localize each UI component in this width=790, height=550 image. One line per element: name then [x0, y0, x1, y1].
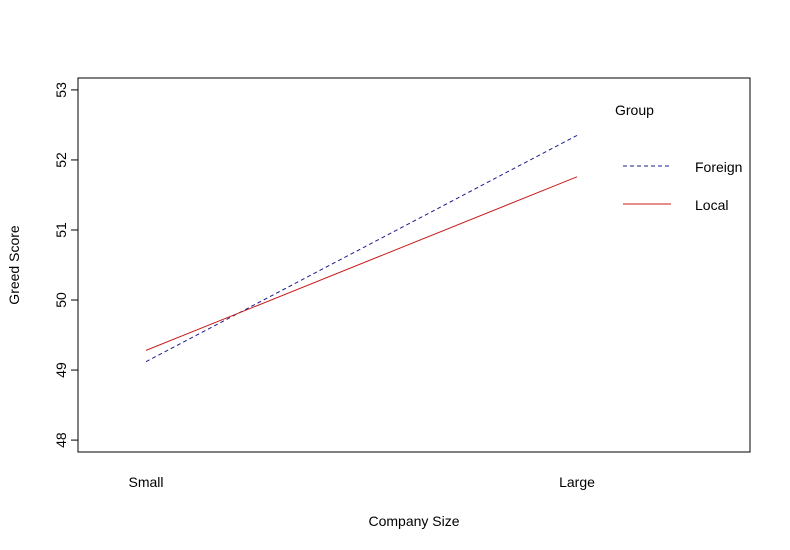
plot-frame	[77, 77, 751, 453]
y-axis-title: Greed Score	[6, 225, 22, 305]
y-tick-label: 48	[53, 432, 69, 448]
series-layer	[145, 134, 578, 363]
legend-label-foreign: Foreign	[695, 159, 742, 175]
y-axis: 48 49 50 51 52 53	[53, 82, 78, 448]
legend: Group Foreign Local	[615, 102, 742, 213]
legend-label-local: Local	[695, 197, 728, 213]
legend-title: Group	[615, 102, 654, 118]
x-tick-label: Small	[128, 474, 163, 490]
y-tick-label: 52	[53, 152, 69, 168]
x-tick-label: Large	[559, 474, 595, 490]
y-tick-label: 50	[53, 292, 69, 308]
y-tick-label: 53	[53, 82, 69, 98]
y-tick-label: 51	[53, 222, 69, 238]
y-tick-label: 49	[53, 362, 69, 378]
series-line-local	[145, 176, 578, 351]
x-axis: Small Large	[128, 474, 595, 490]
x-axis-title: Company Size	[368, 513, 459, 529]
series-line-foreign	[145, 134, 578, 363]
